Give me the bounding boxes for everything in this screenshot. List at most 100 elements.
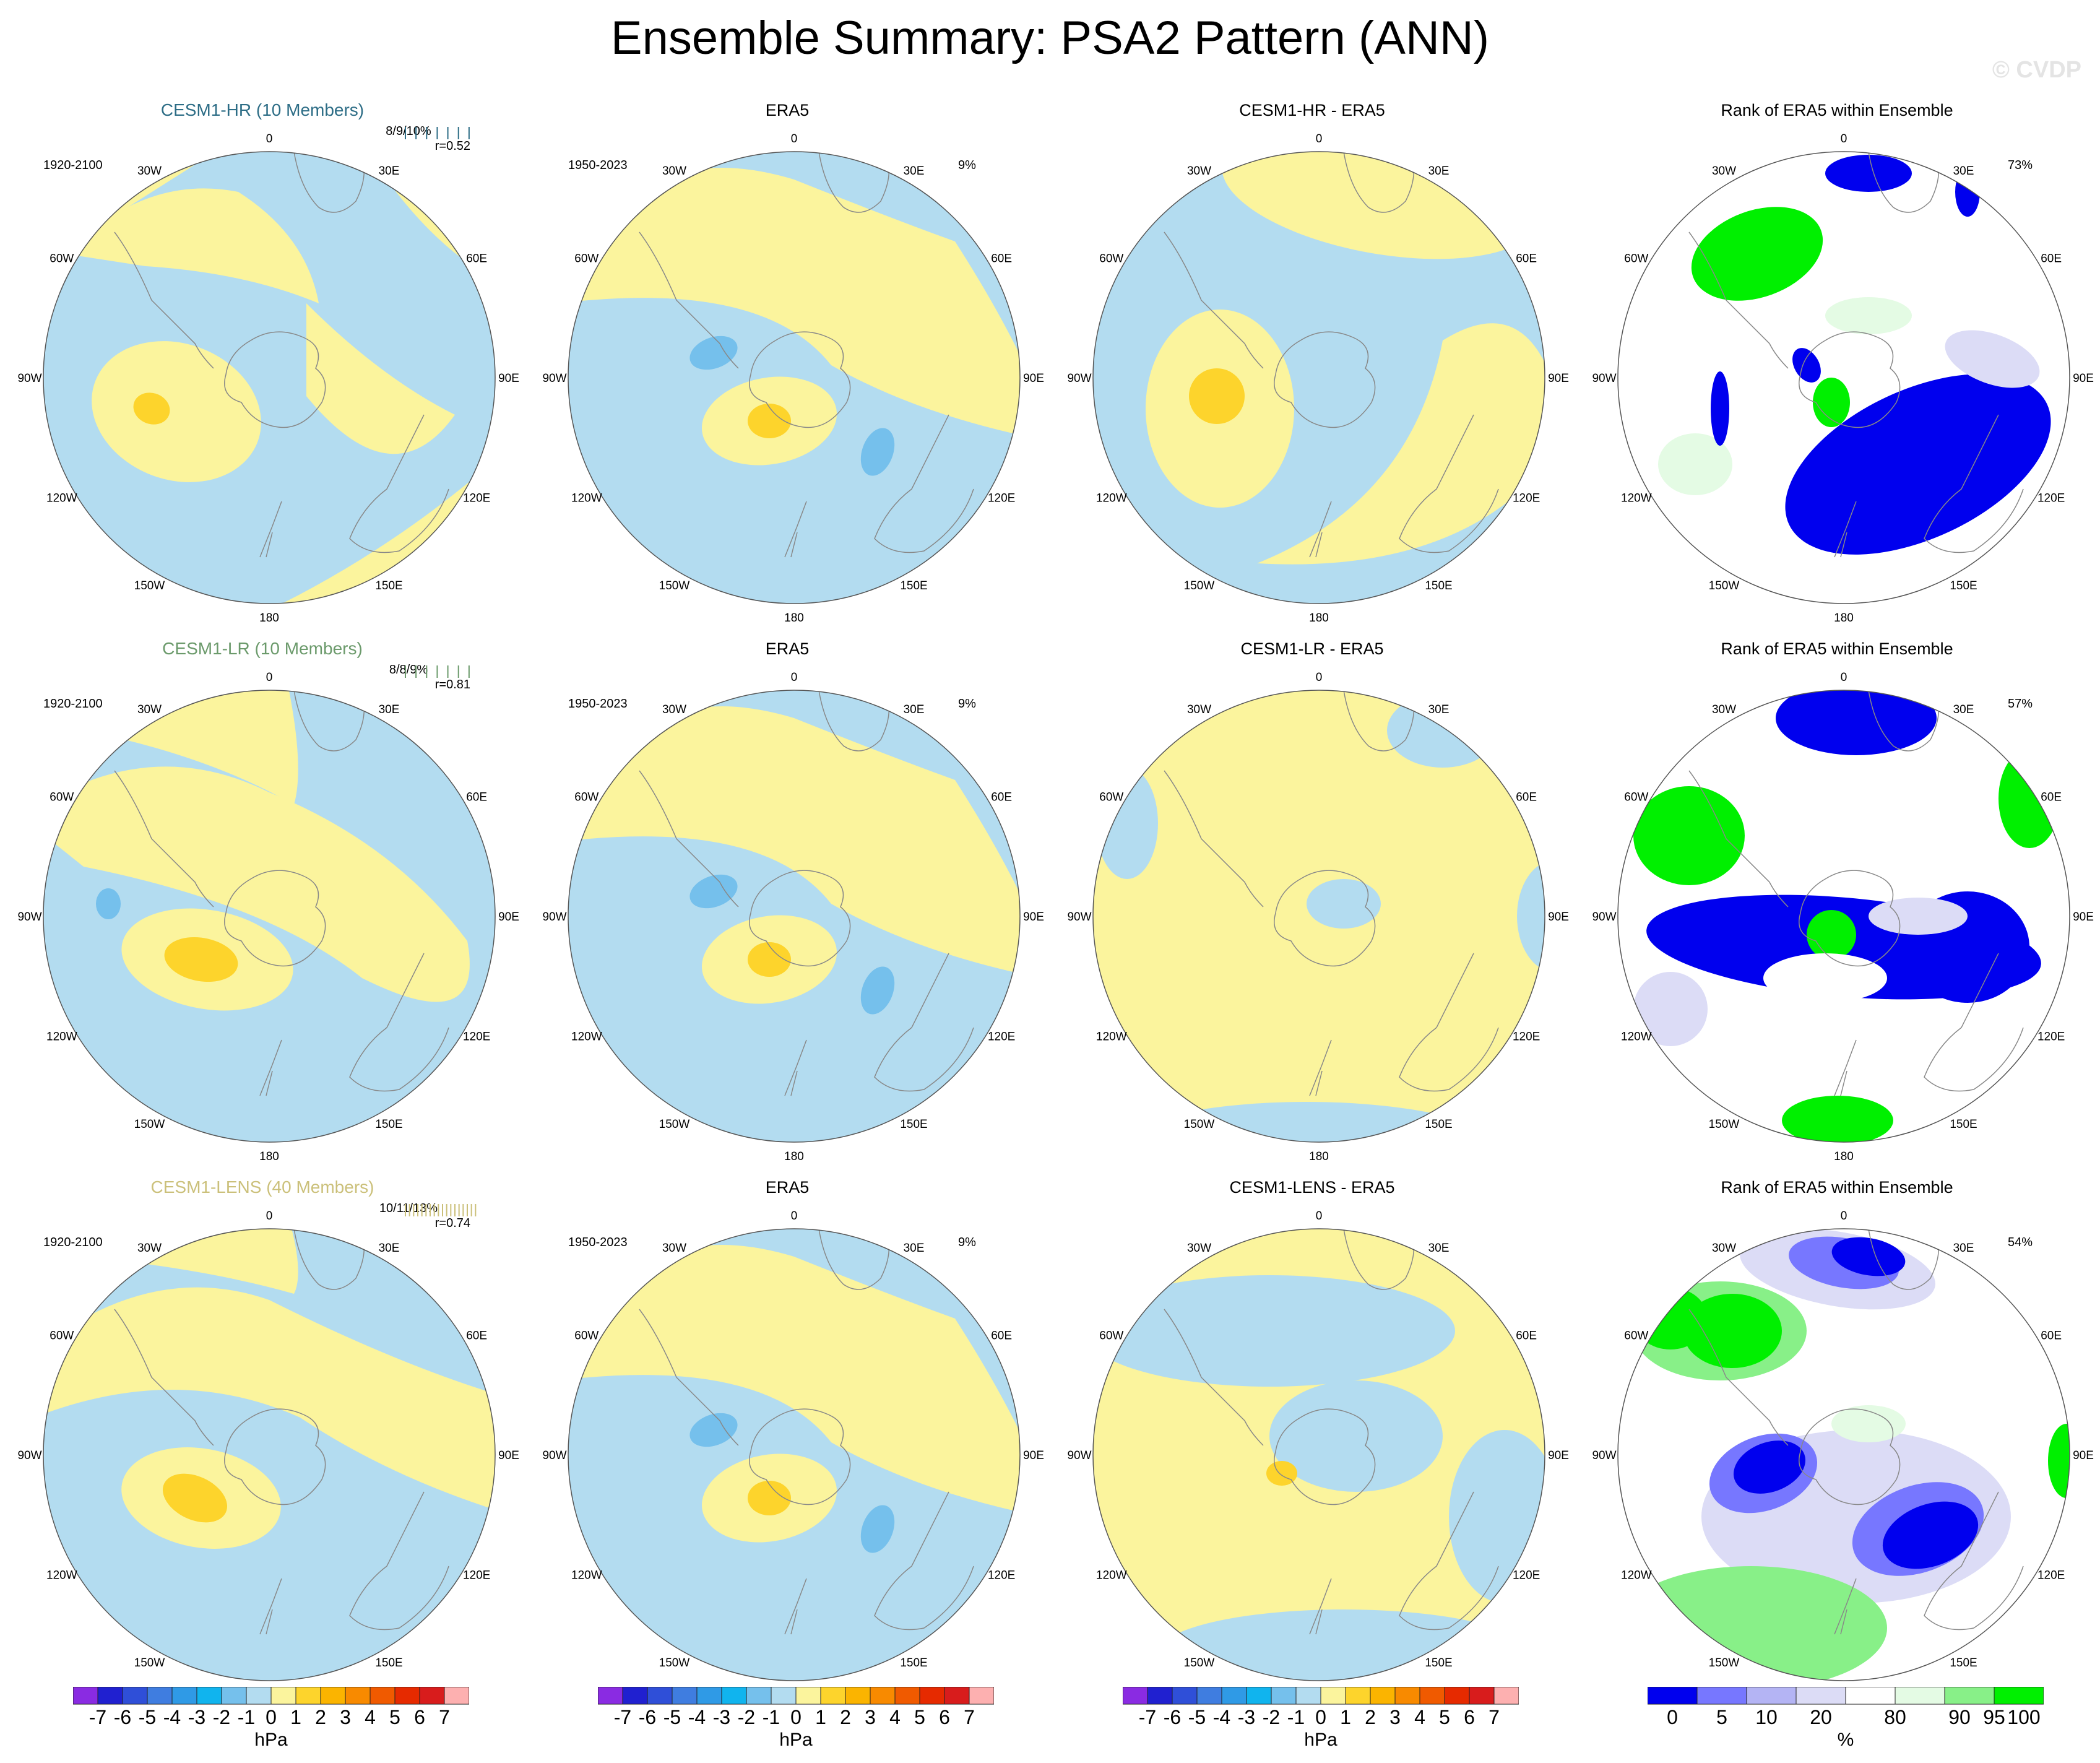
period-label: 1920-2100 <box>43 158 103 172</box>
colorbar-tick: 6 <box>939 1706 950 1728</box>
positive-anomaly-region <box>84 1229 298 1294</box>
antarctica-outline <box>749 870 851 967</box>
rank-light-blue-region <box>1869 898 1968 935</box>
positive-anomaly-region <box>43 766 470 1002</box>
south-america-outline <box>1164 232 1264 369</box>
longitude-label: 90W <box>17 911 41 924</box>
south-america-outline <box>114 232 214 369</box>
colorbar-tick: 2 <box>1365 1706 1376 1728</box>
longitude-label: 90E <box>498 1449 519 1462</box>
colorbar-swatch <box>1419 1687 1445 1705</box>
longitude-label: 60W <box>574 253 598 266</box>
africa-outline <box>293 1229 365 1290</box>
colorbar-tick: -7 <box>1139 1706 1156 1728</box>
colorbar-tick: -4 <box>688 1706 706 1728</box>
longitude-label: 0 <box>1841 1210 1847 1223</box>
longitude-label: 30W <box>1187 703 1211 716</box>
africa-outline <box>818 1229 890 1290</box>
longitude-label: 30E <box>904 1242 925 1255</box>
longitude-label: 60W <box>1099 1330 1123 1343</box>
colorbar-swatch <box>1648 1687 1698 1705</box>
colorbar-swatch <box>1944 1687 1995 1705</box>
colorbar-swatch <box>944 1687 970 1705</box>
panel-obs-row2: ERA5 1950-2023 9% 0 30E 60E 90E 120E 150E 180 150W… <box>525 638 1050 1176</box>
colorbar-swatch <box>1895 1687 1945 1705</box>
rank-green-region <box>1633 786 1745 885</box>
pattern-correlation: r=0.81 <box>434 678 470 691</box>
longitude-label: 120W <box>46 1031 77 1044</box>
colorbar-swatch <box>221 1687 247 1705</box>
new-zealand-outline <box>259 1039 282 1096</box>
longitude-label: 120E <box>2037 492 2065 505</box>
longitude-label: 120W <box>1096 492 1127 505</box>
longitude-label: 30E <box>904 703 925 716</box>
colorbar-swatch <box>969 1687 994 1705</box>
colorbar-swatch <box>1221 1687 1247 1705</box>
colorbar-tick: -2 <box>738 1706 755 1728</box>
panel-model-row3: CESM1-LENS (40 Members) 1920-2100 10/11/13… <box>0 1176 525 1715</box>
colorbar-swatch <box>1696 1687 1747 1705</box>
longitude-label: 150E <box>375 579 402 592</box>
australia-outline <box>1924 953 2024 1092</box>
longitude-label: 90W <box>542 372 566 385</box>
longitude-label: 30E <box>1428 165 1450 178</box>
rank-dark-blue-region <box>1825 155 1912 192</box>
panel-rank-row1: Rank of ERA5 within Ensemble 73% 0 30E 60E 90… <box>1575 99 2099 638</box>
longitude-label: 150W <box>134 1118 165 1131</box>
colorbar-tick: 1 <box>815 1706 826 1728</box>
longitude-label: 90W <box>542 1449 566 1462</box>
colorbar-swatch <box>196 1687 222 1705</box>
longitude-label: 90W <box>1067 1449 1091 1462</box>
longitude-label: 90E <box>2073 911 2094 924</box>
longitude-label: 60W <box>50 253 74 266</box>
longitude-label: 120E <box>988 1031 1015 1044</box>
positive-anomaly-region <box>1257 323 1545 565</box>
colorbar-swatch <box>394 1687 420 1705</box>
longitude-label: 90W <box>1592 1449 1616 1462</box>
longitude-label: 90W <box>1592 911 1616 924</box>
colorbar-swatch <box>1246 1687 1272 1705</box>
map-border <box>568 151 1021 604</box>
rank-dark-blue-region <box>1831 1237 1906 1276</box>
panel-title: Rank of ERA5 within Ensemble <box>1721 101 1953 119</box>
longitude-label: 150W <box>134 1657 165 1670</box>
longitude-label: 180 <box>1309 1150 1329 1163</box>
longitude-label: 30E <box>1428 703 1450 716</box>
south-america-outline <box>1688 1309 1789 1446</box>
longitude-label: 0 <box>266 671 273 684</box>
longitude-label: 120W <box>571 1031 602 1044</box>
positive-anomaly-region <box>43 1287 495 1517</box>
longitude-label: 90E <box>2073 1449 2094 1462</box>
new-zealand-outline <box>259 501 282 558</box>
panel-title: CESM1-HR (10 Members) <box>160 100 365 119</box>
variance-stats: 10/11/13% r=0.74 <box>347 1201 470 1231</box>
rank-mid-green-region <box>1618 1566 1887 1681</box>
hpa-colorbar: -7 -6 -5 -4 -3 -2 -1 0 1 2 3 4 5 6 7 hPa <box>598 1687 994 1750</box>
colorbar-swatch <box>919 1687 945 1705</box>
colorbar-swatch <box>73 1687 98 1705</box>
colorbar-tick: 0 <box>266 1706 277 1728</box>
panel-title: CESM1-LR - ERA5 <box>1240 639 1384 658</box>
panel-diff-row1: CESM1-HR - ERA5 0 30E 60E 90E 120E 150E 180 150W… <box>1050 99 1575 638</box>
africa-outline <box>818 152 890 213</box>
panel-rank-row3: Rank of ERA5 within Ensemble 54% 0 30E 60E 90… <box>1575 1176 2099 1715</box>
longitude-label: 60W <box>50 1330 74 1343</box>
colorbar-swatch <box>444 1687 469 1705</box>
polar-map: 0 30E 60E 90E 120E 150E 180 150W 120W 90W 60W 30W <box>17 671 519 1163</box>
positive-anomaly-region <box>306 303 455 454</box>
longitude-label: 90E <box>1023 1449 1044 1462</box>
rank-green-region <box>2048 1424 2070 1498</box>
longitude-label: 120W <box>1621 1569 1652 1582</box>
panel-model-row2: CESM1-LR (10 Members) 1920-2100 8/8/9% r=0.… <box>0 638 525 1176</box>
colorbar-tick: 100 <box>2007 1706 2040 1728</box>
map-border <box>1617 151 2070 604</box>
longitude-label: 0 <box>791 671 798 684</box>
longitude-label: 150W <box>1184 1118 1215 1131</box>
positive-anomaly-region <box>65 188 319 303</box>
colorbar-swatch <box>1746 1687 1797 1705</box>
colorbar-tick: -7 <box>89 1706 106 1728</box>
africa-outline <box>1343 690 1415 752</box>
strong-positive-anomaly <box>164 937 238 982</box>
colorbar-tick: -4 <box>1213 1706 1230 1728</box>
longitude-label: 120W <box>1096 1569 1127 1582</box>
